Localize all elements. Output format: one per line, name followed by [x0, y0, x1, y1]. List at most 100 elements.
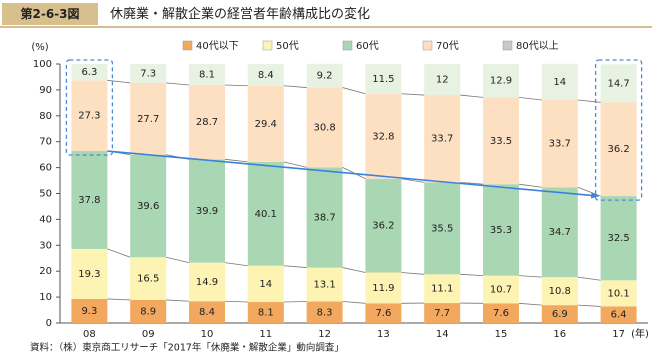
bar-segment	[541, 100, 578, 188]
value-label: 37.8	[78, 195, 100, 206]
value-label: 28.7	[196, 117, 218, 128]
connector	[518, 275, 542, 278]
bar-segment	[365, 64, 402, 94]
bar-segment	[130, 257, 167, 300]
bar-segment	[424, 182, 461, 275]
value-label: 11.9	[372, 283, 394, 294]
value-label: 12.9	[490, 76, 512, 87]
bar-segment	[541, 277, 578, 306]
bar-segment	[365, 93, 402, 179]
value-label: 9.2	[317, 71, 333, 82]
bar-segment	[189, 64, 225, 85]
bar-segment	[600, 64, 637, 103]
value-label: 19.3	[78, 269, 100, 280]
x-tick-label: 11	[259, 329, 272, 340]
connector	[107, 79, 131, 84]
value-label: 10.1	[607, 288, 629, 299]
x-tick-label: 17	[612, 329, 625, 340]
bar-segment	[130, 82, 167, 155]
value-label: 8.1	[258, 308, 274, 319]
y-tick-label: 100	[33, 59, 52, 70]
value-label: 33.7	[549, 139, 571, 150]
connector	[342, 87, 366, 95]
value-label: 30.8	[313, 122, 335, 133]
value-label: 14	[553, 77, 566, 88]
bar-segment	[130, 64, 167, 83]
bar-segment	[189, 84, 225, 160]
bar-segment	[424, 64, 461, 96]
y-tick-label: 80	[39, 111, 52, 122]
bar-segment	[600, 280, 637, 307]
connector	[460, 181, 484, 185]
bar-segment	[189, 262, 225, 302]
bar-segment	[424, 303, 461, 323]
bar-segment	[306, 87, 343, 168]
value-label: 32.5	[607, 233, 629, 244]
value-label: 8.9	[140, 306, 156, 317]
x-tick-label: 15	[495, 329, 508, 340]
value-label: 32.8	[372, 131, 394, 142]
connector	[577, 186, 601, 197]
legend-label: 70代	[436, 40, 459, 52]
connector	[401, 272, 425, 275]
connector	[224, 300, 248, 303]
connector	[107, 248, 131, 258]
bar-segment	[600, 102, 637, 197]
value-label: 35.3	[490, 225, 512, 236]
legend-swatch	[342, 40, 353, 51]
bar-segment	[71, 80, 108, 152]
bar-segment	[541, 305, 578, 323]
bar-segment	[130, 299, 167, 323]
value-label: 10.8	[549, 286, 571, 297]
bar-segment	[71, 151, 108, 249]
connector	[518, 97, 542, 101]
bar-segment	[365, 272, 402, 304]
bar-segment	[247, 85, 284, 162]
value-label: 9.3	[81, 306, 97, 317]
value-label: 16.5	[137, 274, 159, 285]
x-tick-label: 08	[83, 329, 96, 340]
value-label: 27.7	[137, 114, 159, 125]
value-label: 8.3	[317, 307, 333, 318]
bar-segment	[483, 64, 519, 98]
x-tick-label: 14	[436, 329, 449, 340]
connector	[283, 265, 307, 268]
connector	[342, 301, 366, 304]
value-label: 39.9	[196, 206, 218, 217]
figure-label-box	[2, 3, 98, 25]
connector	[224, 158, 248, 163]
value-label: 35.5	[431, 223, 453, 234]
connector	[166, 256, 190, 264]
value-label: 14	[259, 279, 272, 290]
connector	[460, 273, 484, 277]
bar-segment	[247, 64, 284, 86]
connector	[577, 276, 601, 281]
x-tick-label: 16	[553, 329, 566, 340]
x-tick-label: 09	[142, 329, 155, 340]
bar-segment	[483, 184, 519, 276]
bar-segment	[247, 302, 284, 323]
value-label: 6.3	[81, 67, 97, 78]
value-label: 8.4	[258, 70, 274, 81]
value-label: 27.3	[78, 111, 100, 122]
chart-title: 休廃業・解散企業の経営者年齢構成比の変化	[110, 6, 370, 22]
legend-swatch	[262, 40, 273, 51]
connector	[342, 267, 366, 273]
bar-segment	[600, 196, 637, 281]
bar-segment	[306, 167, 343, 268]
bar-segment	[247, 265, 284, 303]
value-label: 7.6	[375, 308, 391, 319]
connector	[107, 298, 131, 301]
bar-segment	[71, 248, 108, 299]
y-axis-label: (%)	[31, 42, 48, 53]
figure-label: 第2-6-3図	[20, 6, 79, 21]
connector	[283, 161, 307, 168]
connector	[283, 85, 307, 88]
bar-segment	[306, 267, 343, 302]
bar-segment	[247, 161, 284, 266]
value-label: 6.9	[552, 309, 568, 320]
source-note: 資料：（株）東京商工リサーチ「2017年「休廃業・解散企業」動向調査」	[30, 342, 344, 354]
value-label: 10.7	[490, 284, 512, 295]
value-label: 14.9	[196, 277, 218, 288]
legend-swatch	[182, 40, 193, 51]
